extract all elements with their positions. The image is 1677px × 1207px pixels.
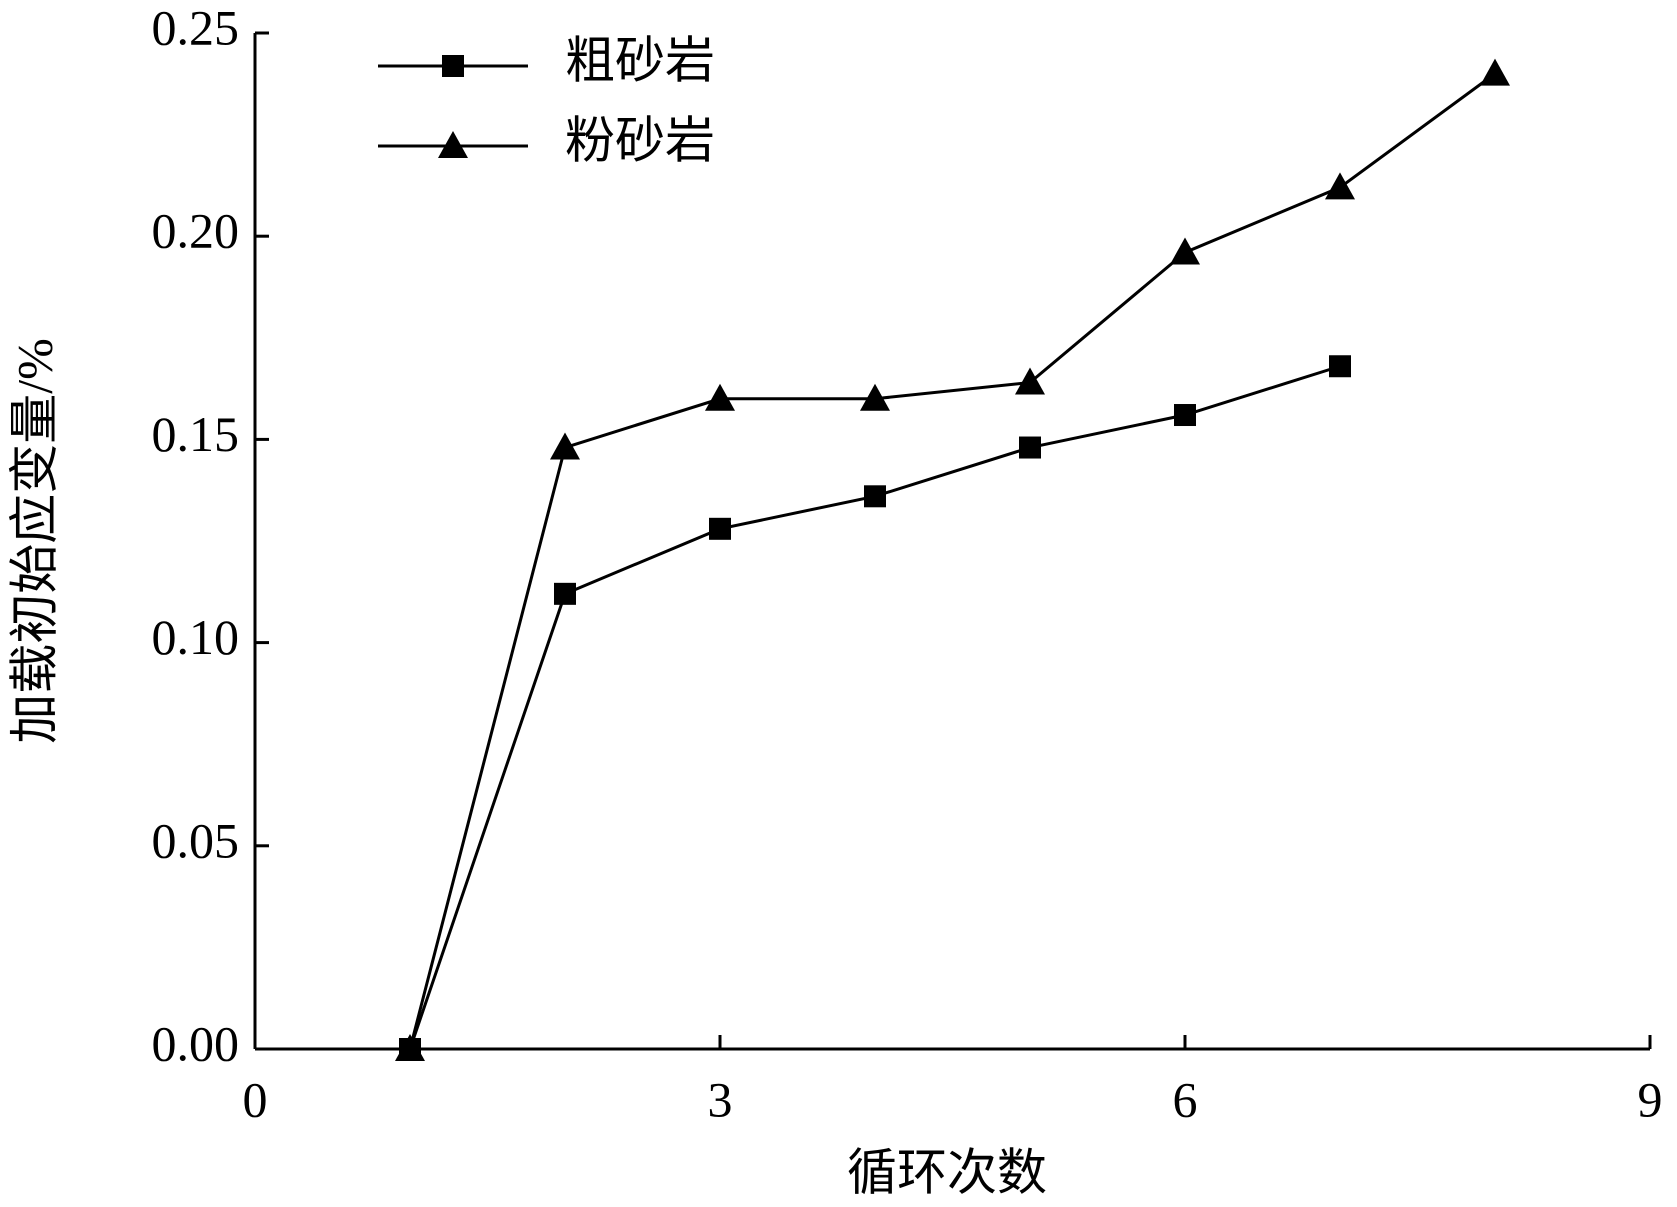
legend-label: 粉砂岩 — [565, 112, 715, 168]
x-tick-label: 3 — [708, 1071, 733, 1127]
data-point — [550, 432, 580, 460]
y-axis-label: 加载初始应变量/% — [6, 338, 62, 744]
series-line — [408, 72, 1496, 1050]
y-tick-label: 0.05 — [152, 812, 240, 868]
y-tick-label: 0.25 — [152, 0, 240, 55]
legend-label: 粗砂岩 — [565, 32, 715, 88]
y-tick-label: 0.20 — [152, 203, 240, 259]
y-tick-label: 0.15 — [152, 406, 240, 462]
x-tick-label: 9 — [1638, 1071, 1663, 1127]
data-point — [1329, 355, 1351, 378]
data-point — [1015, 367, 1045, 395]
y-tick-label: 0.00 — [152, 1015, 240, 1071]
x-tick-label: 6 — [1173, 1071, 1198, 1127]
data-point — [1174, 404, 1196, 427]
data-point — [1019, 436, 1041, 459]
data-point — [1480, 58, 1510, 86]
y-tick-label: 0.10 — [152, 609, 240, 665]
data-point — [1325, 172, 1355, 200]
x-tick-label: 0 — [243, 1071, 268, 1127]
legend-marker — [438, 131, 468, 158]
series-line — [408, 364, 1341, 1050]
legend-marker — [442, 55, 464, 77]
data-point — [1170, 237, 1200, 265]
data-point — [709, 517, 731, 540]
data-point — [864, 485, 886, 508]
data-point — [554, 582, 576, 605]
data-point — [705, 383, 735, 411]
data-point — [395, 1034, 425, 1061]
x-axis-label: 循环次数 — [847, 1144, 1047, 1200]
data-point — [860, 383, 890, 411]
